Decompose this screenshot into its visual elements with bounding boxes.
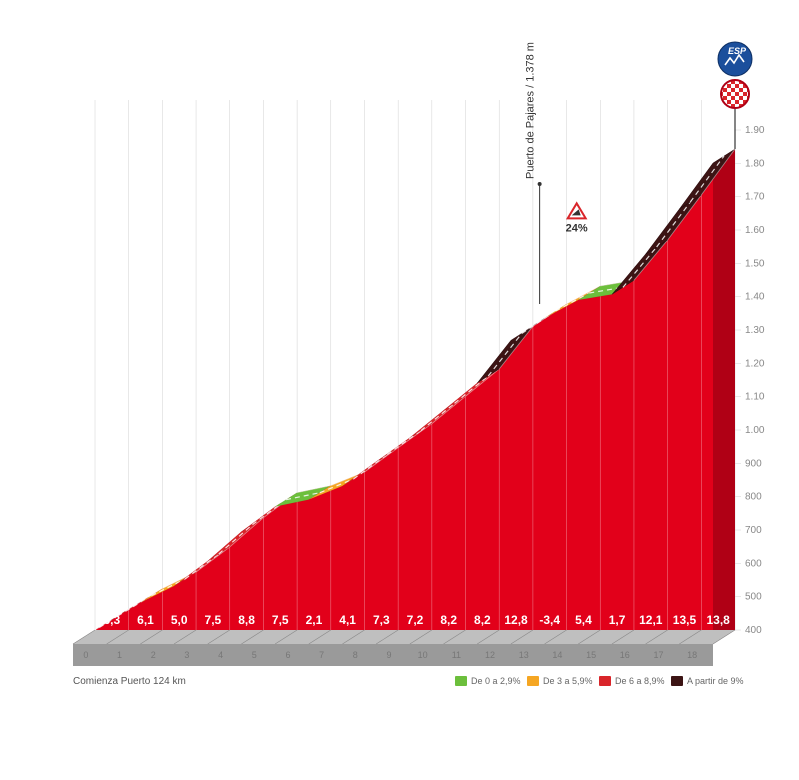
gradient-label: 5,0	[171, 613, 188, 627]
legend-swatch	[455, 676, 467, 686]
gradient-label: 6,3	[103, 613, 120, 627]
svg-text:700: 700	[745, 525, 762, 536]
svg-text:600: 600	[745, 558, 762, 569]
gradient-label: 1,7	[609, 613, 626, 627]
gradient-label: 13,5	[673, 613, 697, 627]
svg-text:1.400: 1.400	[745, 292, 765, 303]
gradient-label: 5,4	[575, 613, 592, 627]
finish-flag-icon	[721, 80, 749, 108]
svg-text:1.100: 1.100	[745, 392, 765, 403]
svg-text:ESP: ESP	[728, 46, 747, 56]
svg-text:500: 500	[745, 592, 762, 603]
svg-text:17: 17	[653, 650, 663, 660]
gradient-label: 2,1	[306, 613, 323, 627]
svg-text:7: 7	[319, 650, 324, 660]
gradient-label: 12,1	[639, 613, 663, 627]
svg-text:1.700: 1.700	[745, 192, 765, 203]
svg-text:800: 800	[745, 492, 762, 503]
legend-label: A partir de 9%	[687, 676, 744, 686]
gradient-label: 7,3	[373, 613, 390, 627]
svg-text:5: 5	[252, 650, 257, 660]
legend-label: De 6 a 8,9%	[615, 676, 665, 686]
svg-text:400: 400	[745, 625, 762, 636]
legend-swatch	[671, 676, 683, 686]
legend-swatch	[527, 676, 539, 686]
waypoint-label: Puerto de Pajares / 1.378 m	[525, 42, 537, 179]
svg-text:1.900: 1.900	[745, 125, 765, 136]
start-km-label: Comienza Puerto 124 km	[73, 676, 186, 687]
gradient-label: 6,1	[137, 613, 154, 627]
gradient-label: 7,2	[407, 613, 424, 627]
gradient-label: 7,5	[272, 613, 289, 627]
legend-label: De 0 a 2,9%	[471, 676, 521, 686]
svg-text:1.800: 1.800	[745, 158, 765, 169]
svg-text:16: 16	[620, 650, 630, 660]
svg-text:14: 14	[552, 650, 562, 660]
svg-text:18: 18	[687, 650, 697, 660]
svg-text:9: 9	[386, 650, 391, 660]
svg-text:900: 900	[745, 458, 762, 469]
svg-text:4: 4	[218, 650, 223, 660]
steep-warning-icon	[568, 203, 586, 218]
legend-label: De 3 a 5,9%	[543, 676, 593, 686]
svg-text:11: 11	[452, 650, 461, 660]
gradient-label: 8,8	[238, 613, 255, 627]
svg-text:1.600: 1.600	[745, 225, 765, 236]
svg-text:15: 15	[586, 650, 596, 660]
gradient-label: -3,4	[539, 613, 560, 627]
svg-text:10: 10	[418, 650, 428, 660]
climb-profile-chart: 400 500 600 700 800 900 1.000 1.100 1.200 1.300 1.…	[35, 40, 765, 730]
gradient-label: 7,5	[205, 613, 222, 627]
svg-text:1: 1	[117, 650, 122, 660]
svg-text:13: 13	[519, 650, 529, 660]
svg-text:1.000: 1.000	[745, 425, 765, 436]
svg-text:1.500: 1.500	[745, 258, 765, 269]
svg-text:0: 0	[83, 650, 88, 660]
svg-text:8: 8	[353, 650, 358, 660]
svg-text:6: 6	[285, 650, 290, 660]
legend-swatch	[599, 676, 611, 686]
gradient-label: 8,2	[474, 613, 491, 627]
gradient-label: 12,8	[504, 613, 528, 627]
gradient-label: 13,8	[706, 613, 730, 627]
steep-label: 24%	[566, 222, 588, 234]
gradient-label: 8,2	[440, 613, 457, 627]
svg-text:2: 2	[151, 650, 156, 660]
svg-text:3: 3	[184, 650, 189, 660]
svg-text:1.200: 1.200	[745, 358, 765, 369]
svg-text:1.300: 1.300	[745, 325, 765, 336]
svg-text:12: 12	[485, 650, 495, 660]
gradient-label: 4,1	[339, 613, 356, 627]
